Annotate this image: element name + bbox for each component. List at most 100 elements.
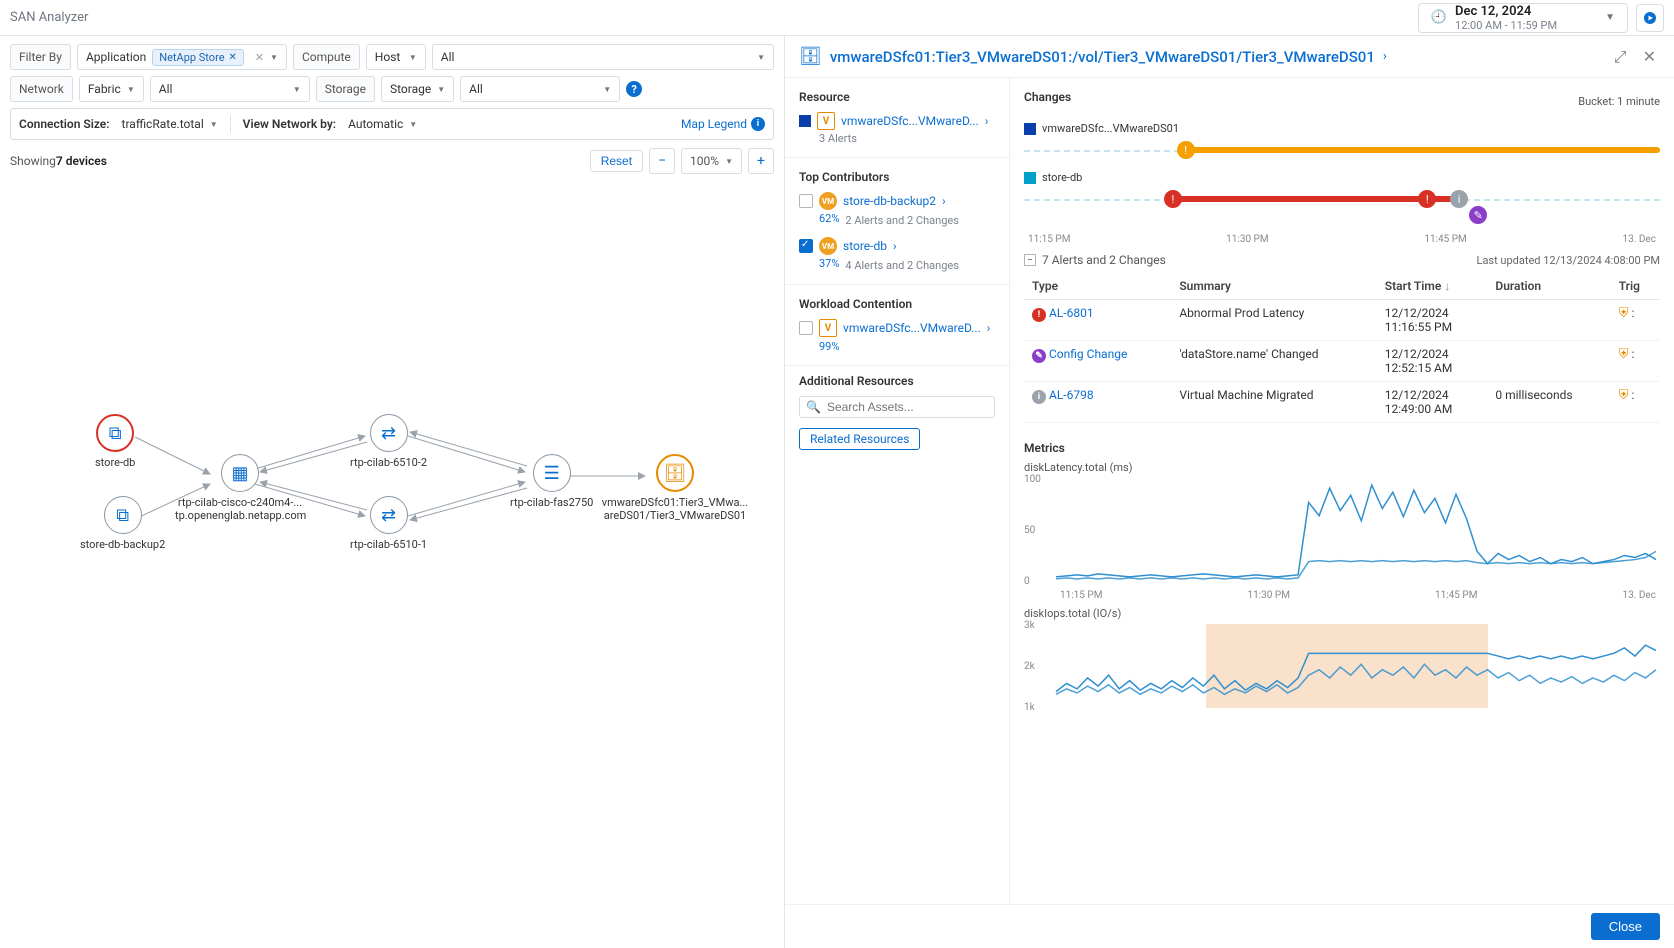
contributor-1[interactable]: VM store-db-backup2 › — [799, 192, 995, 210]
vm-icon: ⧉ — [116, 505, 129, 526]
metric-1-label: diskLatency.total (ms) — [1024, 461, 1660, 474]
chip-netapp-store[interactable]: NetApp Store ✕ — [152, 49, 244, 66]
chevron-down-icon: ▼ — [1605, 12, 1615, 23]
workload-item[interactable]: V vmwareDSfc...VMwareD... › — [799, 319, 995, 337]
connection-bar: Connection Size: trafficRate.total▼ View… — [10, 108, 774, 140]
timeline-1: vmwareDSfc...VMwareDS01 ! — [1024, 122, 1660, 161]
chevron-right-icon: › — [893, 239, 897, 253]
table-row[interactable]: ✎ Config Change'dataStore.name' Changed1… — [1024, 341, 1660, 382]
close-icon[interactable]: ✕ — [1639, 47, 1660, 66]
network-label: Network — [10, 76, 73, 102]
vm-icon: ⧉ — [109, 423, 122, 444]
checkbox-checked[interactable] — [799, 239, 813, 253]
storage-label: Storage — [316, 76, 375, 102]
table-row[interactable]: ! AL-6801Abnormal Prod Latency12/12/2024… — [1024, 300, 1660, 341]
resource-item[interactable]: V vmwareDSfc...VMwareD... › — [799, 112, 995, 130]
storage-array-icon: ☰ — [544, 463, 560, 484]
last-updated: Last updated 12/13/2024 4:08:00 PM — [1477, 254, 1660, 267]
workload-heading: Workload Contention — [799, 297, 995, 311]
detail-path[interactable]: vmwareDSfc01:Tier3_VMwareDS01:/vol/Tier3… — [830, 48, 1375, 66]
node-switch-2[interactable]: ⇄ rtp-cilab-6510-1 — [350, 496, 427, 551]
contributor-2[interactable]: VM store-db › — [799, 237, 995, 255]
chevron-right-icon: › — [985, 114, 989, 128]
checkbox[interactable] — [799, 321, 813, 335]
storage-value-select[interactable]: All▼ — [460, 76, 620, 102]
zoom-select[interactable]: 100%▼ — [681, 148, 742, 174]
zoom-out-button[interactable]: − — [649, 148, 675, 174]
node-fas[interactable]: ☰ rtp-cilab-fas2750 — [510, 454, 593, 509]
switch-icon: ⇄ — [381, 423, 396, 444]
network-type-select[interactable]: Fabric▼ — [79, 76, 144, 102]
zoom-in-button[interactable]: + — [748, 148, 774, 174]
filter-by-label: Filter By — [10, 44, 71, 70]
topology-canvas[interactable]: ⧉ store-db ⧉ store-db-backup2 ▦ rtp-cila… — [10, 184, 774, 824]
node-store-db-backup2[interactable]: ⧉ store-db-backup2 — [80, 496, 165, 551]
host-icon: ▦ — [231, 463, 248, 484]
top-contributors-heading: Top Contributors — [799, 170, 995, 184]
map-legend-link[interactable]: Map Legend i — [681, 117, 765, 131]
showing-count: 7 devices — [56, 154, 107, 168]
search-input[interactable] — [827, 400, 988, 414]
alerts-summary: 7 Alerts and 2 Changes — [1042, 253, 1166, 267]
legend-square — [1024, 123, 1036, 135]
compute-label: Compute — [293, 44, 360, 70]
chart-axis: 11:15 PM11:30 PM11:45 PM13. Dec — [1024, 590, 1660, 601]
col-start[interactable]: Start Time ↓ — [1377, 273, 1488, 300]
table-row[interactable]: i AL-6798Virtual Machine Migrated12/12/2… — [1024, 382, 1660, 423]
storage-type-select[interactable]: Storage▼ — [381, 76, 454, 102]
node-volume[interactable]: 🗄 vmwareDSfc01:Tier3_VMwa... areDS01/Tie… — [600, 454, 750, 522]
vm-badge-icon: VM — [819, 192, 837, 210]
resource-alerts: 3 Alerts — [819, 132, 995, 145]
info-icon: i — [751, 117, 765, 131]
date-range-picker[interactable]: 🕘 Dec 12, 2024 12:00 AM - 11:59 PM ▼ — [1418, 3, 1628, 33]
close-button[interactable]: Close — [1591, 913, 1660, 940]
reset-button[interactable]: Reset — [590, 150, 643, 172]
additional-resources-heading: Additional Resources — [799, 374, 995, 388]
col-type[interactable]: Type — [1024, 273, 1171, 300]
volume-badge-icon: V — [817, 112, 835, 130]
col-duration[interactable]: Duration — [1487, 273, 1610, 300]
chart-latency: 100500 — [1024, 476, 1660, 586]
date-main: Dec 12, 2024 — [1455, 4, 1557, 19]
metric-2-label: diskIops.total (IO/s) — [1024, 607, 1660, 620]
filter-application-label: Application — [86, 50, 146, 64]
node-cisco-host[interactable]: ▦ rtp-cilab-cisco-c240m4-... tp.openengl… — [175, 454, 305, 522]
collapse-icon[interactable]: − — [1024, 254, 1036, 266]
clock-icon: 🕘 — [1431, 10, 1447, 25]
col-trigger[interactable]: Trig — [1611, 273, 1660, 300]
switch-icon: ⇄ — [381, 505, 396, 526]
legend-square — [799, 115, 811, 127]
help-icon[interactable]: ? — [626, 81, 642, 97]
clear-icon[interactable]: ✕ — [255, 51, 264, 64]
play-button[interactable] — [1636, 4, 1664, 32]
showing-prefix: Showing — [10, 154, 56, 168]
chevron-right-icon: › — [1383, 49, 1387, 64]
resource-heading: Resource — [799, 90, 995, 104]
chevron-down-icon: ▼ — [270, 53, 278, 62]
timeline-2: store-db !!i✎ — [1024, 171, 1660, 228]
database-icon: 🗄 — [799, 46, 822, 67]
metrics-heading: Metrics — [1024, 441, 1660, 455]
connection-size-select[interactable]: trafficRate.total▼ — [122, 117, 218, 131]
chart-iops: 3k2k1k — [1024, 622, 1660, 712]
chevron-right-icon: › — [987, 321, 991, 335]
chip-remove-icon[interactable]: ✕ — [229, 52, 237, 63]
node-store-db[interactable]: ⧉ store-db — [95, 414, 135, 469]
node-switch-1[interactable]: ⇄ rtp-cilab-6510-2 — [350, 414, 427, 469]
view-network-label: View Network by: — [243, 117, 336, 131]
related-resources-button[interactable]: Related Resources — [799, 428, 920, 450]
checkbox[interactable] — [799, 194, 813, 208]
filter-application[interactable]: Application NetApp Store ✕ ✕ ▼ — [77, 44, 287, 70]
network-value-select[interactable]: All▼ — [150, 76, 310, 102]
expand-icon[interactable]: ⤢ — [1610, 47, 1631, 67]
changes-heading: Changes — [1024, 90, 1071, 104]
compute-type-select[interactable]: Host▼ — [366, 44, 426, 70]
compute-value-select[interactable]: All▼ — [432, 44, 774, 70]
date-sub: 12:00 AM - 11:59 PM — [1455, 19, 1557, 32]
connection-size-label: Connection Size: — [19, 117, 110, 131]
col-summary[interactable]: Summary — [1171, 273, 1376, 300]
app-title: SAN Analyzer — [10, 10, 1418, 25]
database-icon: 🗄 — [664, 463, 687, 484]
view-network-select[interactable]: Automatic▼ — [348, 117, 417, 131]
search-assets[interactable]: 🔍 — [799, 396, 995, 418]
